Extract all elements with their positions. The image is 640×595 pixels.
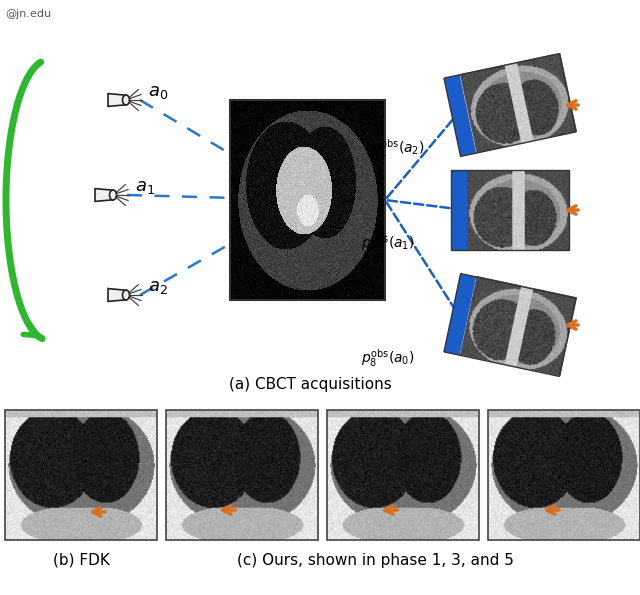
Bar xyxy=(451,170,467,250)
Ellipse shape xyxy=(122,290,129,300)
Text: $a_0$: $a_0$ xyxy=(148,83,168,101)
Bar xyxy=(444,274,576,377)
Text: (b) FDK: (b) FDK xyxy=(52,553,109,568)
Polygon shape xyxy=(108,289,126,302)
Polygon shape xyxy=(95,189,113,201)
Bar xyxy=(230,100,385,300)
Bar xyxy=(166,410,318,540)
Bar xyxy=(488,410,640,540)
Text: $a_2$: $a_2$ xyxy=(148,278,168,296)
Text: $p_4^{\mathrm{obs}}(a_1)$: $p_4^{\mathrm{obs}}(a_1)$ xyxy=(361,232,415,254)
Text: $a_1$: $a_1$ xyxy=(135,178,155,196)
Text: @jn.edu: @jn.edu xyxy=(5,9,51,19)
Polygon shape xyxy=(108,93,126,107)
Bar xyxy=(444,54,576,156)
Bar xyxy=(444,75,476,156)
Text: $p_8^{\mathrm{obs}}(a_0)$: $p_8^{\mathrm{obs}}(a_0)$ xyxy=(361,347,415,369)
Bar xyxy=(5,410,157,540)
Bar xyxy=(327,410,479,540)
Text: (a) CBCT acquisitions: (a) CBCT acquisitions xyxy=(228,377,392,393)
Ellipse shape xyxy=(122,95,129,105)
Text: $p_1^{\mathrm{obs}}(a_2)$: $p_1^{\mathrm{obs}}(a_2)$ xyxy=(371,137,425,159)
Bar xyxy=(451,170,569,250)
Ellipse shape xyxy=(109,190,116,200)
Text: (c) Ours, shown in phase 1, 3, and 5: (c) Ours, shown in phase 1, 3, and 5 xyxy=(237,553,513,568)
Bar xyxy=(444,274,476,355)
